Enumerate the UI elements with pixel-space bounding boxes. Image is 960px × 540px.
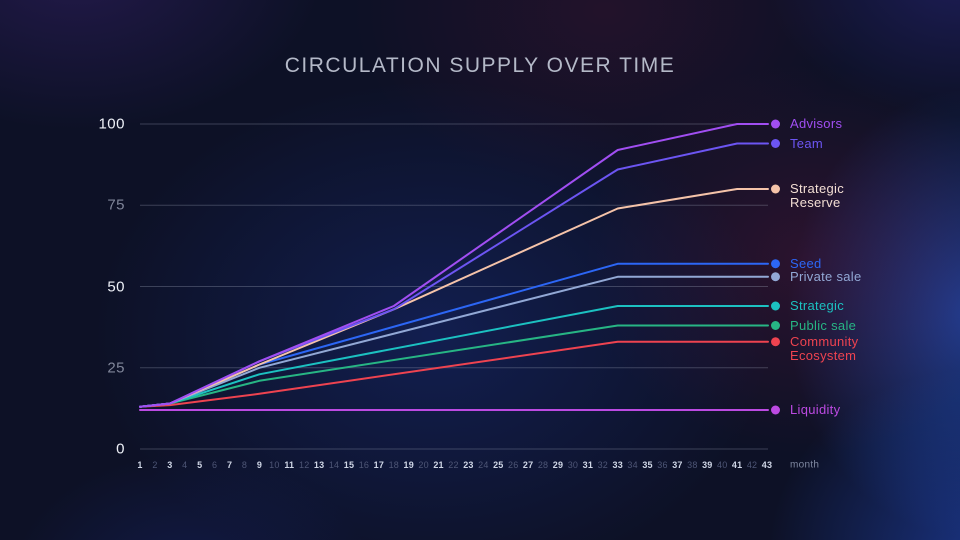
y-tick-label-75: 75 [107,196,125,214]
x-tick-label-18: 18 [388,460,399,470]
chart-title: CIRCULATION SUPPLY OVER TIME [284,54,676,77]
x-tick-label-10: 10 [269,460,280,470]
legend-label-liquidity: Liquidity [790,403,840,417]
x-tick-label-36: 36 [657,460,668,470]
x-tick-label-28: 28 [537,460,549,470]
x-tick-label-20: 20 [418,460,429,470]
series-line-strategic [139,305,769,408]
legend-label-line: Seed [790,255,822,271]
legend-label-strategic-reserve: Strategic Reserve [790,182,844,210]
series-end-dot-private-sale [771,272,780,282]
x-tick-label-32: 32 [597,460,608,470]
y-tick-label-25: 25 [107,359,125,377]
series-end-dot-team [771,139,780,148]
x-tick-label-6: 6 [212,460,218,470]
x-tick-label-39: 39 [702,460,713,470]
legend-label-advisors: Advisors [790,117,842,131]
x-tick-label-21: 21 [433,460,444,470]
y-tick-label-50: 50 [107,278,125,295]
x-tick-label-8: 8 [241,460,248,470]
legend-label-private-sale: Private sale [790,268,862,284]
x-tick-label-29: 29 [552,460,564,470]
legend-label-team: Team [790,135,823,151]
y-tick-label-100: 100 [98,115,125,133]
x-tick-label-3: 3 [167,460,173,470]
x-tick-label-1: 1 [137,460,143,470]
legend-label-line: Team [790,135,823,151]
legend-label-line: Strategic [790,181,845,196]
legend-label-line: Private sale [790,268,862,284]
series-line-community-ecosystem [139,340,769,408]
x-tick-label-14: 14 [328,460,340,470]
x-tick-label-17: 17 [373,460,385,470]
x-tick-label-23: 23 [463,460,474,470]
legend-label-line: Advisors [790,116,843,131]
series-end-dot-seed [771,259,780,269]
series-end-dot-public-sale [771,321,780,330]
series-line-advisors [139,123,769,408]
x-tick-label-12: 12 [298,460,310,470]
x-tick-label-33: 33 [612,460,623,470]
x-tick-label-34: 34 [627,460,638,470]
legend-label-public-sale: Public sale [790,317,857,333]
x-tick-label-11: 11 [284,460,295,470]
x-tick-label-4: 4 [182,460,188,470]
x-tick-label-5: 5 [197,460,203,470]
x-tick-label-25: 25 [493,460,504,470]
x-tick-label-2: 2 [152,460,158,470]
x-tick-label-42: 42 [746,460,758,470]
legend-label-community-ecosystem: Community Ecosystem [790,333,859,363]
x-tick-label-24: 24 [478,460,489,470]
series-end-dot-liquidity [771,405,780,415]
x-tick-label-7: 7 [226,460,233,470]
x-tick-label-43: 43 [761,460,773,470]
x-tick-label-16: 16 [358,460,370,470]
y-tick-label-0: 0 [116,440,125,458]
x-tick-label-41: 41 [731,460,743,470]
x-tick-label-19: 19 [403,460,414,470]
x-tick-label-15: 15 [343,460,355,470]
series-end-dot-advisors [771,119,780,129]
x-tick-label-30: 30 [567,460,579,470]
series-end-dot-strategic-reserve [771,184,780,194]
legend-label-seed: Seed [790,255,822,271]
legend-label-line: Community [790,333,859,349]
x-tick-label-13: 13 [313,460,325,470]
series-end-dot-community-ecosystem [771,337,780,347]
x-tick-label-40: 40 [716,460,728,470]
x-tick-label-9: 9 [256,460,263,470]
legend-label-line: Liquidity [790,402,841,417]
x-tick-label-31: 31 [582,460,594,470]
x-tick-label-35: 35 [642,460,653,470]
legend-label-line: Public sale [790,317,857,333]
x-tick-label-27: 27 [522,460,534,470]
x-axis-unit-label: month [790,459,820,471]
x-tick-label-37: 37 [672,460,683,470]
x-tick-label-38: 38 [687,460,698,470]
series-end-dot-strategic [771,301,780,311]
series-line-seed [139,262,769,408]
x-tick-label-26: 26 [507,460,519,470]
legend-label-line: Strategic [790,298,845,313]
legend-label-strategic: Strategic [790,299,844,313]
legend-label-line: Ecosystem [790,347,857,363]
legend-label-line: Reserve [790,195,841,210]
x-tick-label-22: 22 [448,460,459,470]
